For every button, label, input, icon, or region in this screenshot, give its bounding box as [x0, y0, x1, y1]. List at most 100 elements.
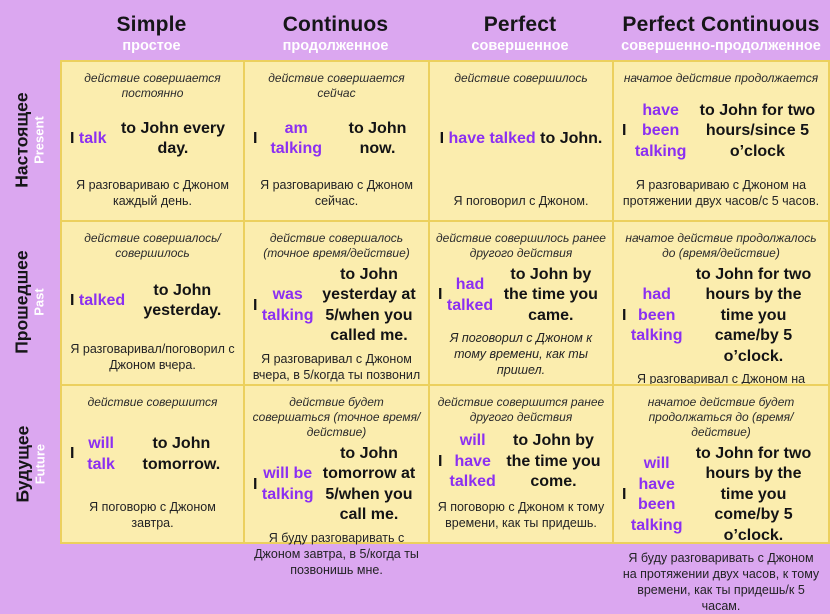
translation: Я буду разговаривать с Джоном завтра, в …: [254, 530, 419, 577]
example-text: I: [439, 130, 445, 148]
column-header-simple: Simple простое: [60, 0, 243, 60]
row-label-en: Future: [31, 443, 47, 485]
translation: Я разговариваю с Джоном каждый день.: [76, 178, 229, 208]
example-sentence: I talk to John every day.: [68, 101, 237, 177]
usage-description: действие совершится ранее другого действ…: [437, 395, 605, 424]
example-text: I: [438, 452, 443, 470]
cell-future-perfect-continuous: начатое действие будет продолжаться до (…: [612, 384, 830, 613]
example-highlight: have been talking: [634, 101, 687, 160]
example-text: I: [253, 129, 258, 147]
example-sentence: I will be talking to John tomorrow at 5/…: [251, 440, 422, 530]
column-title: Continuos: [282, 12, 389, 36]
example-highlight: will be talking: [261, 465, 314, 503]
example-sentence: I will have been talking to John for two…: [620, 440, 822, 550]
example-sentence: I was talking to John yesterday at 5/whe…: [251, 261, 422, 351]
row-label-ru: Прошедшее: [11, 250, 32, 354]
cell-past-simple: действие совершалось/совершилось I talke…: [60, 220, 243, 384]
column-title: Perfect Continuous: [622, 12, 820, 36]
example-highlight: had talked: [446, 276, 494, 314]
example-highlight: will talk: [87, 435, 115, 473]
example-highlight: was talking: [261, 286, 314, 324]
example-highlight: will have talked: [449, 432, 496, 491]
usage-description: действие совершилось: [454, 71, 588, 85]
column-header-perfect-continuous: Perfect Continuous совершенно-продолженн…: [612, 0, 830, 60]
row-label-ru: Будущее: [11, 425, 32, 503]
translation: Я буду разговаривать с Джоном на протяже…: [622, 551, 820, 614]
example-sentence: I have been talking to John for two hour…: [620, 86, 822, 177]
translation: Я разговариваю с Джоном на протяжении дв…: [622, 178, 820, 208]
translation: Я поговорил с Джоном.: [453, 194, 589, 208]
example-text: I: [70, 129, 75, 147]
cell-present-perfect: действие совершилось I have talked to Jo…: [428, 60, 612, 220]
example-text: to John for two hours by the time you ca…: [695, 266, 812, 365]
cell-past-continuous: действие совершалось (точное время/дейст…: [243, 220, 428, 398]
column-header-continuous: Continuos продолженное: [243, 0, 428, 60]
row-header-text: Прошедшее Past: [11, 250, 47, 354]
column-subtitle: совершенное: [471, 37, 569, 54]
cell-future-continuous: действие будет совершаться (точное время…: [243, 384, 428, 577]
example-text: to John now.: [348, 119, 407, 157]
example-sentence: I will talk to John tomorrow.: [68, 410, 237, 499]
example-text: to John for two hours/since 5 o’clock: [699, 101, 816, 160]
row-header-past: Прошедшее Past: [0, 220, 60, 384]
example-highlight: talk: [78, 129, 107, 147]
cell-past-perfect-continuous: начатое действие продолжалось до (время/…: [612, 220, 830, 434]
example-sentence: I had been talking to John for two hours…: [620, 261, 822, 371]
example-text: to John by the time you come.: [506, 432, 601, 491]
example-text: to John tomorrow at 5/when you call me.: [322, 445, 416, 524]
example-text: to John by the time you came.: [503, 266, 598, 324]
example-highlight: talked: [78, 291, 126, 309]
row-label-en: Past: [31, 288, 47, 316]
row-label-ru: Настоящее: [11, 92, 32, 188]
cell-present-simple: действие совершается постоянно I talk to…: [60, 60, 243, 220]
row-header-text: Настоящее Present: [11, 92, 47, 188]
example-text: I: [622, 485, 627, 503]
example-text: to John.: [540, 130, 603, 148]
example-text: I: [622, 306, 627, 324]
usage-description: начатое действие будет продолжаться до (…: [647, 395, 795, 439]
example-sentence: I have talked to John.: [436, 86, 606, 193]
translation: Я поговорил с Джоном к тому времени, как…: [449, 331, 593, 378]
example-text: I: [253, 296, 258, 314]
row-header-present: Настоящее Present: [0, 60, 60, 220]
usage-description: действие совершается сейчас: [268, 71, 405, 100]
example-text: to John tomorrow.: [142, 435, 221, 473]
cell-present-perfect-continuous: начатое действие продолжается I have bee…: [612, 60, 830, 220]
example-text: to John yesterday at 5/when you called m…: [322, 266, 416, 345]
column-header-perfect: Perfect совершенное: [428, 0, 612, 60]
cell-past-perfect: действие совершилось ранее другого дейст…: [428, 220, 612, 384]
translation: Я поговорю с Джоном завтра.: [89, 500, 216, 530]
example-text: I: [253, 475, 258, 493]
example-highlight: had been talking: [630, 286, 683, 345]
translation: Я разговаривал/поговорил с Джоном вчера.: [70, 342, 235, 372]
column-title: Perfect: [483, 12, 557, 36]
usage-description: действие будет совершаться (точное время…: [252, 395, 421, 439]
corner-cell: [0, 0, 60, 60]
example-sentence: I had talked to John by the time you cam…: [436, 261, 606, 330]
translation: Я разговариваю с Джоном сейчас.: [260, 178, 413, 208]
usage-description: действие совершается постоянно: [84, 71, 221, 100]
example-text: to John for two hours by the time you co…: [695, 445, 812, 544]
example-text: to John every day.: [120, 119, 225, 157]
example-highlight: am talking: [270, 119, 322, 157]
usage-description: действие совершилось ранее другого дейст…: [436, 231, 606, 260]
usage-description: действие совершится: [87, 395, 218, 409]
example-text: I: [70, 291, 75, 309]
example-text: I: [622, 122, 627, 140]
example-highlight: will have been talking: [630, 455, 683, 534]
example-text: I: [70, 445, 75, 463]
translation: Я поговорю с Джоном к тому времени, как …: [437, 500, 605, 530]
usage-description: начатое действие продолжается: [623, 71, 819, 85]
column-title: Simple: [116, 12, 187, 36]
example-sentence: I am talking to John now.: [251, 101, 422, 177]
row-label-en: Present: [31, 116, 47, 164]
usage-description: начатое действие продолжалось до (время/…: [625, 231, 817, 260]
column-subtitle: продолженное: [282, 37, 389, 54]
cell-present-continuous: действие совершается сейчас I am talking…: [243, 60, 428, 220]
example-highlight: have talked: [448, 130, 536, 148]
example-text: I: [438, 286, 443, 304]
cell-future-perfect: действие совершится ранее другого действ…: [428, 384, 612, 544]
usage-description: действие совершалось/совершилось: [84, 231, 221, 260]
example-text: to John yesterday.: [143, 281, 222, 319]
